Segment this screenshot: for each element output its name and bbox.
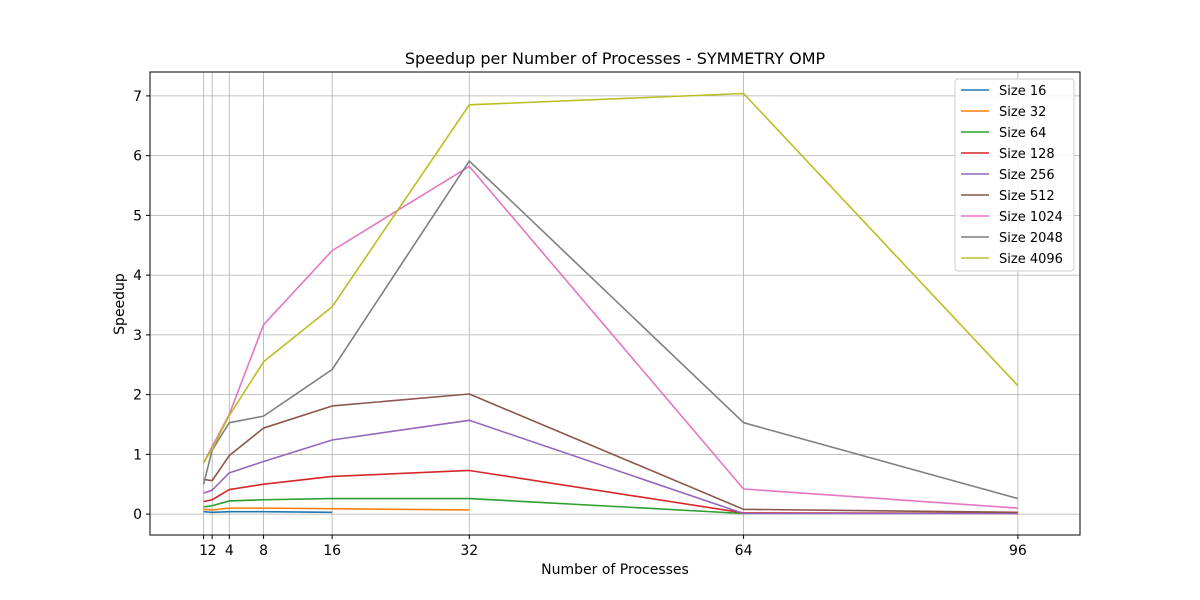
x-tick-label: 32	[460, 543, 478, 559]
x-tick-label: 16	[323, 543, 341, 559]
y-tick-label: 7	[133, 89, 142, 105]
x-tick-label: 64	[735, 543, 753, 559]
legend-entries: Size 16 Size 32 Size 64 Size 128 Size 256 Siz…	[961, 84, 1063, 267]
y-tick-label: 3	[133, 328, 142, 344]
series-line-size-128	[203, 469, 1018, 515]
plot-area-frame	[149, 71, 1081, 536]
y-tick-label: 4	[133, 268, 142, 284]
x-tick-label: 96	[1009, 543, 1027, 559]
series-line-size-16	[203, 510, 333, 514]
y-tick-label: 6	[133, 149, 142, 165]
series-line-size-32	[203, 507, 470, 511]
legend-label: Size 16	[999, 84, 1046, 99]
y-tick-label: 1	[133, 447, 142, 463]
legend-label: Size 512	[999, 189, 1055, 204]
y-axis-label: Speedup	[112, 273, 128, 335]
legend-label: Size 128	[999, 147, 1055, 162]
x-axis-ticks: 1 2 4 8 16 32 64 96	[199, 535, 1027, 559]
legend-label: Size 4096	[999, 252, 1063, 267]
x-tick-label: 8	[259, 543, 268, 559]
series-line-size-4096	[202, 92, 1019, 464]
legend-box	[954, 78, 1075, 272]
y-tick-label: 0	[133, 507, 142, 523]
series-line-size-512	[203, 393, 1018, 514]
series-line-size-256	[203, 419, 1018, 515]
legend: Size 16 Size 32 Size 64 Size 128 Size 256 Siz…	[954, 78, 1075, 272]
y-tick-label: 5	[133, 208, 142, 224]
x-tick-label: 4	[225, 543, 234, 559]
legend-label: Size 1024	[999, 210, 1063, 225]
x-tick-label: 1	[199, 543, 208, 559]
legend-label: Size 32	[999, 105, 1046, 120]
series-line-size-1024	[202, 165, 1018, 509]
legend-label: Size 256	[999, 168, 1055, 183]
legend-label: Size 2048	[999, 231, 1063, 246]
series-lines	[202, 92, 1019, 515]
legend-label: Size 64	[999, 126, 1046, 141]
x-tick-label: 2	[208, 543, 217, 559]
series-line-size-2048	[202, 160, 1019, 500]
chart-title: Speedup per Number of Processes - SYMMET…	[405, 49, 826, 68]
y-tick-label: 2	[133, 388, 142, 404]
y-axis-ticks: 0 1 2 3 4 5 6 7	[133, 89, 150, 523]
x-axis-label: Number of Processes	[541, 562, 689, 578]
series-line-size-64	[203, 497, 1018, 515]
